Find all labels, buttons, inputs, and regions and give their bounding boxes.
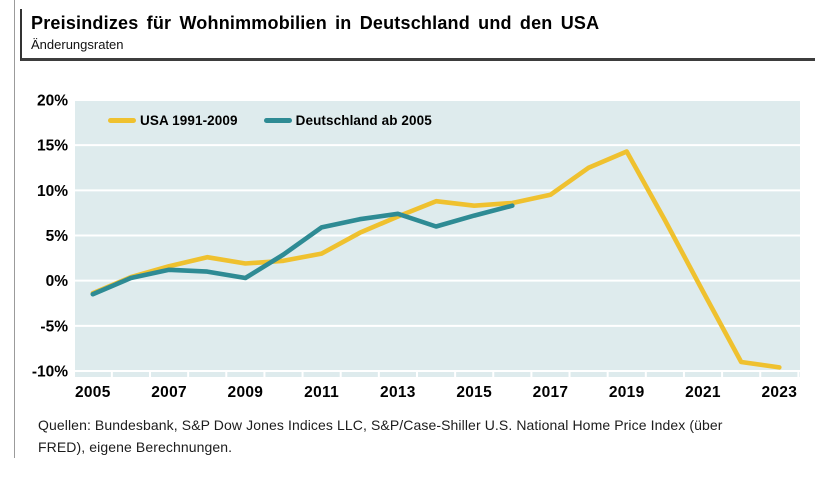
plot-area	[75, 100, 800, 377]
chart-header: Preisindizes für Wohnimmobilien in Deuts…	[20, 9, 815, 61]
legend-swatch-usa	[108, 118, 136, 123]
y-axis-label: 20%	[37, 93, 68, 110]
x-axis-label: 2009	[228, 384, 264, 401]
x-axis-label: 2019	[609, 384, 645, 401]
legend-item-deutschland: Deutschland ab 2005	[263, 113, 432, 128]
series-line-deutschland	[90, 203, 515, 297]
source-note-line2: FRED), eigene Berechnungen.	[38, 439, 233, 455]
x-axis-label: 2017	[533, 384, 569, 401]
y-axis-label: 10%	[37, 183, 68, 200]
y-axis-label: 0%	[46, 273, 69, 290]
y-axis-label: 15%	[37, 138, 68, 155]
x-axis-label: 2013	[380, 384, 416, 401]
series-line-usa	[90, 149, 782, 370]
x-axis-label: 2015	[456, 384, 492, 401]
x-axis-label: 2021	[685, 384, 721, 401]
y-axis-label: -10%	[32, 364, 68, 381]
legend-swatch-deutschland	[263, 118, 292, 123]
x-axis-label: 2023	[761, 384, 797, 401]
chart-title: Preisindizes für Wohnimmobilien in Deuts…	[31, 13, 600, 33]
legend-label-deutschland: Deutschland ab 2005	[295, 113, 432, 128]
source-note-line1: Quellen: Bundesbank, S&P Dow Jones Indic…	[38, 417, 723, 433]
source-note: Quellen: Bundesbank, S&P Dow Jones Indic…	[38, 414, 800, 458]
x-axis-label: 2007	[151, 384, 187, 401]
chart-subtitle: Änderungsraten	[31, 36, 124, 52]
y-axis-label: 5%	[46, 228, 69, 245]
y-axis-label: -5%	[40, 318, 68, 335]
x-axis-label: 2005	[75, 384, 111, 401]
legend-item-usa: USA 1991-2009	[108, 113, 238, 128]
chart-legend: USA 1991-2009 Deutschland ab 2005	[108, 113, 432, 128]
x-axis-label: 2011	[304, 384, 339, 401]
legend-label-usa: USA 1991-2009	[140, 113, 238, 128]
page-left-rule	[14, 0, 15, 458]
